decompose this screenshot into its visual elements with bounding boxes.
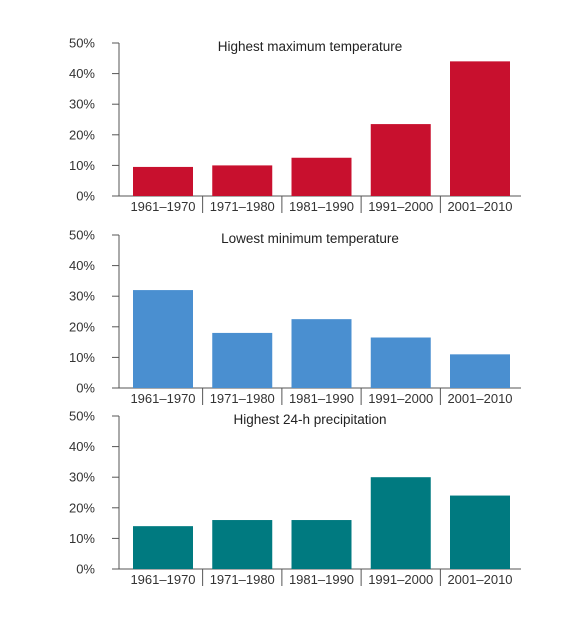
x-tick-label: 1961–1970 (130, 572, 195, 587)
x-tick-label: 1961–1970 (130, 199, 195, 214)
y-tick-label: 20% (69, 500, 95, 515)
x-tick-label: 1991–2000 (368, 572, 433, 587)
bar (133, 166, 193, 196)
y-tick-label: 30% (69, 470, 95, 485)
y-tick-label: 30% (69, 97, 95, 112)
y-tick-label: 30% (69, 289, 95, 304)
y-tick-label: 10% (69, 350, 95, 365)
bar (450, 61, 510, 196)
y-tick-label: 0% (76, 189, 95, 204)
y-tick-label: 0% (76, 381, 95, 396)
bar (450, 354, 510, 388)
y-tick-label: 50% (69, 409, 95, 424)
chart-title: Highest 24-h precipitation (233, 412, 386, 427)
bar (212, 520, 273, 569)
y-tick-label: 10% (69, 531, 95, 546)
bar (133, 526, 193, 569)
bar (291, 319, 352, 388)
bar (291, 157, 352, 196)
x-tick-label: 1961–1970 (130, 391, 195, 406)
x-tick-label: 1981–1990 (289, 391, 354, 406)
x-tick-label: 2001–2010 (447, 572, 512, 587)
x-tick-label: 1981–1990 (289, 199, 354, 214)
y-tick-label: 0% (76, 562, 95, 577)
y-tick-label: 20% (69, 127, 95, 142)
bar (212, 332, 273, 388)
y-tick-label: 50% (69, 228, 95, 243)
bar (370, 337, 431, 388)
x-tick-label: 1991–2000 (368, 391, 433, 406)
y-tick-label: 40% (69, 66, 95, 81)
y-tick-label: 10% (69, 158, 95, 173)
y-tick-label: 20% (69, 319, 95, 334)
bar (370, 477, 431, 569)
chart-title: Highest maximum temperature (218, 39, 403, 54)
y-tick-label: 40% (69, 439, 95, 454)
x-tick-label: 1971–1980 (210, 391, 275, 406)
x-tick-label: 1981–1990 (289, 572, 354, 587)
chart-title: Lowest minimum temperature (221, 231, 399, 246)
x-tick-label: 1971–1980 (210, 199, 275, 214)
x-tick-label: 1991–2000 (368, 199, 433, 214)
bar (133, 290, 193, 388)
bar (370, 124, 431, 196)
x-tick-label: 1971–1980 (210, 572, 275, 587)
x-tick-label: 2001–2010 (447, 199, 512, 214)
x-tick-label: 2001–2010 (447, 391, 512, 406)
bar (450, 495, 510, 569)
bar (212, 165, 273, 196)
y-tick-label: 50% (69, 36, 95, 51)
bar (291, 520, 352, 569)
y-tick-label: 40% (69, 258, 95, 273)
